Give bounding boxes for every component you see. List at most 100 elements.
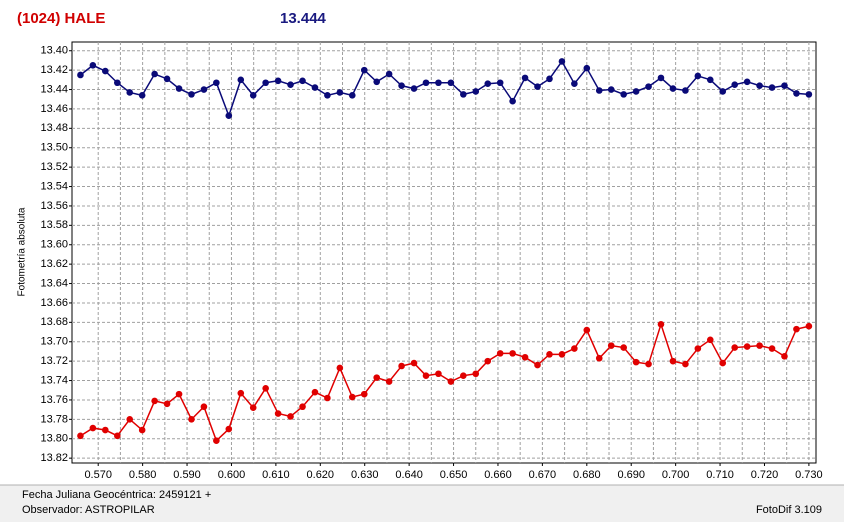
data-point [607,342,615,349]
observer-label: Observador: ASTROPILAR [22,504,155,516]
data-point [114,79,121,87]
data-point [472,88,480,95]
x-axis-label: Fecha Juliana Geocéntrica: 2459121 + [22,489,211,501]
y-tick-label: 13.72 [40,355,68,367]
data-point [496,350,504,357]
data-point [89,61,97,69]
data-point [336,364,344,372]
data-point [373,78,381,86]
data-point [793,90,800,97]
data-point [743,343,751,350]
data-point [669,357,677,365]
data-point [410,85,418,92]
data-point [237,389,245,397]
data-point [645,83,652,90]
data-point [138,426,146,434]
data-point [447,79,455,87]
data-point [694,345,702,352]
data-point [632,88,640,95]
data-point [571,80,578,88]
data-point [484,357,492,365]
x-tick-label: 0.630 [351,469,379,481]
data-point [657,74,665,82]
y-tick-label: 13.60 [40,239,68,251]
data-point [719,88,727,95]
x-tick-label: 0.720 [751,469,779,481]
data-point [348,393,356,401]
x-tick-label: 0.570 [84,469,112,481]
data-point [534,361,541,369]
data-point [805,91,813,98]
x-tick-label: 0.680 [573,469,601,481]
data-point [200,403,208,411]
data-point [299,77,306,85]
software-label: FotoDif 3.109 [756,504,822,516]
data-point [336,89,344,96]
data-point [558,58,566,65]
data-point [669,85,677,92]
data-point [175,85,183,92]
x-tick-label: 0.700 [662,469,690,481]
data-point [632,358,640,366]
data-point [213,79,220,87]
data-point [509,97,516,105]
y-tick-label: 13.58 [40,219,68,231]
y-tick-label: 13.44 [40,83,68,95]
data-point [583,64,591,72]
data-point [237,76,245,84]
plot-area [71,41,817,464]
x-tick-label: 0.640 [395,469,423,481]
data-point [126,416,134,423]
x-tick-label: 0.690 [617,469,645,481]
data-point [249,404,257,412]
data-point [138,92,146,99]
data-point [731,344,739,351]
y-tick-label: 13.62 [40,258,68,270]
data-point [373,374,381,381]
y-tick-label: 13.70 [40,336,68,348]
data-point [274,410,282,417]
x-tick-label: 0.660 [484,469,512,481]
data-point [287,81,294,88]
data-point [595,354,603,362]
data-point [89,424,97,432]
data-point [435,370,442,378]
data-point [706,76,714,84]
data-point [77,71,84,79]
data-point [694,72,702,80]
data-point [521,74,529,82]
data-point [385,378,393,385]
data-point [509,350,516,357]
data-point [360,66,368,74]
data-point [682,87,689,94]
data-point [571,345,578,352]
data-point [299,403,306,411]
status-panel [0,485,844,522]
data-point [756,342,763,349]
data-point [447,378,455,385]
data-point [558,351,566,358]
y-tick-label: 13.46 [40,103,68,115]
y-tick-label: 13.50 [40,142,68,154]
data-point [102,67,109,75]
data-point [188,91,195,98]
x-tick-label: 0.600 [218,469,246,481]
data-point [422,372,430,379]
data-point [262,385,269,392]
data-point [262,79,269,87]
data-point [163,75,171,83]
data-point [249,92,257,99]
data-point [287,413,294,420]
x-tick-label: 0.710 [706,469,734,481]
x-tick-label: 0.730 [795,469,823,481]
data-point [311,84,319,91]
data-point [645,360,652,368]
y-tick-label: 13.74 [40,374,68,386]
y-tick-label: 13.52 [40,161,68,173]
y-tick-label: 13.56 [40,200,68,212]
data-point [200,86,208,93]
data-point [385,70,393,78]
data-point [398,82,405,89]
y-tick-label: 13.66 [40,297,68,309]
y-tick-label: 13.80 [40,433,68,445]
